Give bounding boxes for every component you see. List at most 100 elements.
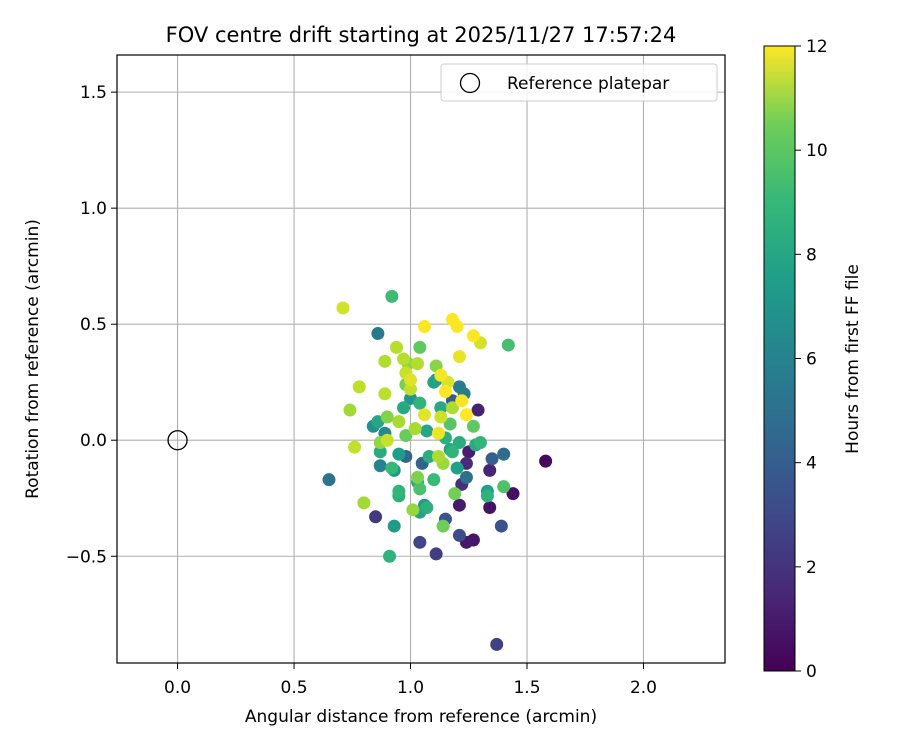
data-point — [501, 338, 515, 352]
data-point — [408, 422, 422, 436]
data-point — [352, 380, 366, 394]
data-point — [413, 396, 427, 410]
x-axis-ticks: 0.0 0.5 1.0 1.5 2.0 — [164, 663, 657, 698]
data-point — [413, 340, 427, 354]
legend-box — [440, 63, 718, 102]
data-point — [539, 454, 553, 468]
data-point — [411, 470, 425, 484]
x-tick-label: 1.0 — [397, 678, 424, 698]
colorbar-tick-label: 4 — [806, 454, 817, 474]
data-point — [417, 320, 431, 334]
data-point — [373, 459, 387, 473]
data-point — [411, 357, 425, 371]
data-point — [420, 501, 434, 515]
data-point — [450, 461, 464, 475]
data-point — [399, 429, 413, 443]
data-point — [371, 326, 385, 340]
data-point — [413, 535, 427, 549]
data-point — [397, 352, 411, 366]
colorbar-label: Hours from first FF file — [843, 264, 863, 454]
data-point — [322, 473, 336, 487]
legend: Reference platepar — [440, 63, 718, 102]
data-point — [392, 447, 406, 461]
data-point — [434, 368, 448, 382]
data-point — [459, 408, 473, 422]
data-point — [436, 519, 450, 533]
data-point — [406, 503, 420, 517]
y-tick-label: −0.5 — [66, 547, 107, 567]
data-point — [483, 463, 497, 477]
data-point — [390, 340, 404, 354]
data-point — [404, 373, 418, 387]
data-point — [473, 436, 487, 450]
data-point — [471, 403, 485, 417]
data-point — [336, 301, 350, 315]
data-point — [348, 440, 362, 454]
data-point — [373, 445, 387, 459]
colorbar-tick-label: 8 — [806, 245, 817, 265]
data-point — [483, 501, 497, 515]
data-point — [392, 415, 406, 429]
data-point — [452, 350, 466, 364]
data-point — [452, 436, 466, 450]
x-axis-label: Angular distance from reference (arcmin) — [245, 707, 597, 727]
data-point — [497, 447, 511, 461]
data-point — [385, 289, 399, 303]
data-point — [452, 498, 466, 512]
data-point — [422, 449, 436, 463]
data-point — [357, 496, 371, 510]
data-point — [480, 489, 494, 503]
data-point — [434, 410, 448, 424]
data-point — [445, 445, 459, 459]
data-point — [385, 461, 399, 475]
x-tick-label: 2.0 — [630, 678, 657, 698]
data-point — [431, 449, 445, 463]
x-tick-label: 0.5 — [281, 678, 308, 698]
data-point — [378, 387, 392, 401]
plot-frame — [116, 54, 726, 664]
data-point — [397, 401, 411, 415]
data-point — [448, 487, 462, 501]
x-tick-label: 1.5 — [513, 678, 540, 698]
legend-label-reference: Reference platepar — [507, 74, 669, 94]
y-tick-label: 0.0 — [80, 431, 107, 451]
data-point — [485, 452, 499, 466]
colorbar-tick-label: 12 — [806, 37, 828, 57]
data-point — [455, 394, 469, 408]
data-point — [413, 482, 427, 496]
data-point — [383, 549, 397, 563]
y-tick-label: 0.5 — [80, 315, 107, 335]
data-point — [378, 354, 392, 368]
colorbar-ticks: 0 2 4 6 8 10 12 — [795, 37, 828, 682]
data-point — [466, 419, 480, 433]
y-axis-label: Rotation from reference (arcmin) — [23, 219, 43, 499]
data-point — [445, 401, 459, 415]
data-point — [404, 382, 418, 396]
data-point — [450, 320, 464, 334]
data-point — [380, 433, 394, 447]
data-point — [506, 487, 520, 501]
data-point — [417, 408, 431, 422]
data-point — [443, 417, 457, 431]
colorbar-tick-label: 6 — [806, 350, 817, 370]
data-point — [343, 403, 357, 417]
reference-platepar-marker — [167, 430, 188, 451]
data-point — [438, 384, 452, 398]
data-point — [459, 470, 473, 484]
data-point — [434, 401, 448, 415]
data-point — [431, 426, 445, 440]
data-point — [494, 519, 508, 533]
data-points — [322, 289, 553, 651]
data-point — [490, 637, 504, 651]
colorbar-tick-label: 0 — [806, 662, 817, 682]
legend-marker-reference — [459, 72, 481, 94]
chart-title: FOV centre drift starting at 2025/11/27 … — [166, 23, 677, 47]
data-point — [420, 424, 434, 438]
data-point — [427, 473, 441, 487]
data-point — [369, 510, 383, 524]
y-tick-label: 1.0 — [80, 199, 107, 219]
reference-point-layer — [167, 430, 188, 451]
data-point — [380, 410, 394, 424]
